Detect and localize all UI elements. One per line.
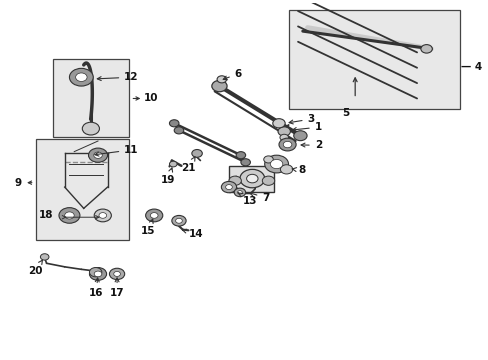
Text: 13: 13 (238, 193, 257, 206)
Text: 18: 18 (39, 211, 53, 220)
Circle shape (145, 209, 163, 222)
Circle shape (240, 169, 264, 188)
Circle shape (228, 176, 241, 185)
Text: 1: 1 (292, 122, 321, 132)
Circle shape (171, 215, 186, 226)
Circle shape (89, 267, 106, 280)
Circle shape (234, 188, 245, 197)
Circle shape (69, 68, 93, 86)
Circle shape (264, 155, 288, 173)
Circle shape (88, 148, 107, 162)
Circle shape (279, 138, 296, 151)
Circle shape (262, 176, 274, 185)
Circle shape (94, 271, 102, 277)
Text: 12: 12 (97, 72, 139, 82)
Circle shape (263, 156, 273, 163)
Circle shape (272, 119, 285, 128)
Text: 19: 19 (161, 168, 175, 185)
Circle shape (175, 218, 182, 223)
Circle shape (225, 185, 232, 190)
Circle shape (246, 174, 258, 183)
Circle shape (64, 212, 74, 219)
Circle shape (211, 80, 226, 92)
Text: 6: 6 (223, 69, 242, 80)
Circle shape (293, 131, 306, 141)
Circle shape (278, 127, 290, 136)
Circle shape (114, 271, 120, 276)
Circle shape (109, 268, 124, 280)
Text: 17: 17 (109, 278, 124, 298)
Circle shape (279, 134, 288, 141)
Circle shape (420, 45, 431, 53)
Text: 16: 16 (89, 278, 103, 298)
Text: 15: 15 (141, 219, 155, 236)
Text: 3: 3 (288, 114, 314, 124)
Circle shape (150, 213, 158, 218)
Text: 2: 2 (301, 140, 321, 150)
Text: 9: 9 (15, 177, 22, 188)
Text: 21: 21 (181, 157, 195, 173)
Text: 5: 5 (341, 108, 348, 118)
Circle shape (237, 191, 242, 194)
Circle shape (221, 181, 236, 193)
Circle shape (270, 159, 282, 168)
Circle shape (94, 152, 102, 158)
Circle shape (41, 254, 49, 260)
Text: 20: 20 (28, 260, 42, 276)
Circle shape (99, 213, 106, 218)
Circle shape (191, 149, 202, 157)
Circle shape (169, 161, 177, 167)
Circle shape (76, 73, 87, 81)
Text: 11: 11 (95, 145, 139, 156)
Bar (228, 166, 274, 192)
Circle shape (174, 127, 183, 134)
Circle shape (94, 209, 111, 222)
Text: 7: 7 (249, 192, 269, 203)
Circle shape (241, 159, 250, 166)
Text: — 4: — 4 (461, 62, 482, 72)
Circle shape (59, 208, 80, 223)
Circle shape (217, 76, 226, 83)
Bar (288, 10, 459, 109)
Circle shape (283, 141, 291, 148)
Circle shape (236, 152, 245, 159)
Bar (36, 139, 129, 240)
Circle shape (82, 122, 99, 135)
Text: 10: 10 (144, 94, 159, 103)
Text: 14: 14 (182, 229, 203, 239)
Circle shape (169, 120, 179, 127)
Circle shape (89, 267, 102, 277)
Bar (53, 59, 129, 138)
Circle shape (280, 165, 292, 174)
Text: 8: 8 (292, 166, 305, 175)
